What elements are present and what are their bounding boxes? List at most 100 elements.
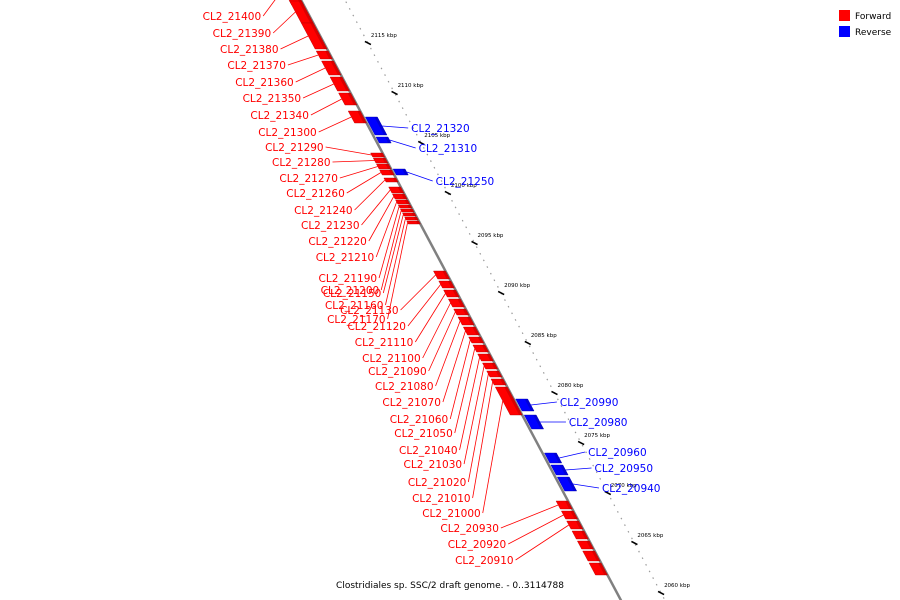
kbp-tick-mark bbox=[551, 390, 558, 396]
gene-shading bbox=[397, 187, 404, 193]
forward-gene bbox=[433, 270, 451, 280]
forward-leader-line bbox=[368, 196, 395, 242]
legend-reverse-label: Reverse bbox=[855, 28, 892, 38]
forward-leader-line bbox=[508, 514, 564, 545]
forward-gene bbox=[448, 298, 465, 308]
forward-gene-label: CL2_21370 bbox=[227, 60, 286, 72]
forward-gene bbox=[338, 92, 358, 106]
forward-gene bbox=[457, 316, 475, 326]
gene-shading bbox=[347, 93, 357, 105]
gene-shading bbox=[500, 379, 507, 385]
gene-shading bbox=[402, 169, 409, 175]
forward-gene-label: CL2_21380 bbox=[220, 44, 279, 56]
forward-gene-label: CL2_21170 bbox=[327, 314, 386, 326]
forward-leader-line bbox=[414, 293, 446, 343]
kbp-tick-label: 2065 kbp bbox=[637, 533, 663, 539]
reverse-gene-label: CL2_20960 bbox=[588, 447, 647, 459]
legend-forward-swatch bbox=[839, 10, 850, 21]
forward-leader-line bbox=[287, 54, 319, 66]
gene-shading bbox=[598, 563, 608, 575]
gene-shading bbox=[374, 117, 387, 135]
forward-leader-line bbox=[280, 35, 309, 50]
kbp-tick-mark bbox=[657, 590, 665, 596]
forward-gene-label: CL2_21390 bbox=[213, 28, 272, 40]
legend-forward-label: Forward bbox=[855, 12, 891, 22]
gene-shading bbox=[385, 137, 392, 143]
forward-leader-line bbox=[382, 214, 404, 294]
gene-shading bbox=[407, 205, 412, 208]
kbp-tick-label: 2085 kbp bbox=[531, 333, 557, 339]
forward-gene-label: CL2_21210 bbox=[316, 252, 375, 264]
gene-shading bbox=[559, 465, 569, 475]
gene-shading bbox=[586, 541, 594, 549]
reverse-gene bbox=[544, 452, 563, 464]
forward-leader-line bbox=[387, 222, 408, 320]
gene-shading bbox=[392, 178, 399, 182]
forward-gene-label: CL2_21220 bbox=[308, 236, 367, 248]
forward-leader-line bbox=[332, 160, 375, 163]
forward-gene bbox=[566, 520, 584, 530]
reverse-leader-line bbox=[559, 451, 586, 459]
forward-gene-label: CL2_21000 bbox=[422, 508, 481, 520]
gene-shading bbox=[310, 23, 328, 49]
gene-shading bbox=[553, 453, 562, 463]
reverse-gene-label: CL2_21320 bbox=[411, 123, 470, 135]
forward-gene bbox=[555, 500, 573, 510]
forward-gene bbox=[443, 289, 460, 298]
reverse-gene-label: CL2_21250 bbox=[436, 176, 495, 188]
forward-leader-line bbox=[375, 201, 398, 258]
gene-shading bbox=[462, 309, 469, 315]
forward-gene-label: CL2_21360 bbox=[235, 77, 294, 89]
forward-gene bbox=[477, 353, 494, 362]
forward-gene-label: CL2_21110 bbox=[355, 337, 414, 349]
gene-shading bbox=[298, 1, 314, 23]
forward-gene-label: CL2_21260 bbox=[286, 188, 345, 200]
gene-shading bbox=[415, 221, 421, 224]
forward-gene bbox=[494, 386, 523, 416]
forward-gene bbox=[472, 344, 489, 353]
forward-gene-label: CL2_21060 bbox=[390, 414, 449, 426]
forward-gene bbox=[438, 280, 455, 289]
forward-leader-line bbox=[325, 146, 372, 156]
forward-gene-label: CL2_21120 bbox=[347, 321, 406, 333]
gene-shading bbox=[452, 290, 460, 297]
gene-shading bbox=[566, 477, 577, 491]
forward-gene-label: CL2_21050 bbox=[394, 428, 453, 440]
kbp-tick-label: 2070 kbp bbox=[611, 483, 637, 489]
gene-shading bbox=[524, 399, 535, 411]
forward-gene-label: CL2_21100 bbox=[362, 353, 421, 365]
forward-leader-line bbox=[400, 274, 436, 311]
forward-gene bbox=[588, 562, 608, 576]
gene-shading bbox=[591, 551, 601, 561]
kbp-tick-label: 2080 kbp bbox=[557, 383, 583, 389]
forward-leader-line bbox=[310, 98, 342, 116]
gene-shading bbox=[413, 217, 419, 220]
forward-gene-label: CL2_21280 bbox=[272, 157, 331, 169]
gene-shading bbox=[379, 153, 385, 157]
legend-reverse-swatch bbox=[839, 26, 850, 37]
forward-gene-label: CL2_21040 bbox=[399, 445, 458, 457]
forward-leader-line bbox=[428, 311, 456, 372]
forward-gene-label: CL2_21080 bbox=[375, 381, 434, 393]
kbp-tick-mark bbox=[417, 140, 425, 146]
kbp-tick-label: 2105 kbp bbox=[424, 133, 450, 139]
forward-gene-label: CL2_21350 bbox=[243, 93, 302, 105]
kbp-tick-mark bbox=[497, 290, 505, 296]
kbp-tick-label: 2115 kbp bbox=[371, 33, 397, 39]
kbp-tick-mark bbox=[391, 90, 398, 96]
forward-gene bbox=[372, 157, 389, 164]
reverse-gene bbox=[556, 476, 578, 492]
forward-gene-label: CL2_21200 bbox=[321, 285, 380, 297]
forward-leader-line bbox=[435, 320, 461, 387]
forward-leader-line bbox=[380, 210, 402, 291]
kbp-tick-label: 2110 kbp bbox=[398, 83, 424, 89]
forward-gene bbox=[321, 60, 342, 76]
gene-shading bbox=[401, 194, 408, 199]
gene-shading bbox=[477, 337, 484, 343]
forward-gene bbox=[329, 76, 350, 92]
reverse-gene-label: CL2_21310 bbox=[419, 143, 478, 155]
reverse-gene-label: CL2_20990 bbox=[560, 397, 619, 409]
forward-leader-line bbox=[361, 189, 391, 226]
reverse-gene-label: CL2_20940 bbox=[602, 483, 661, 495]
reverse-leader-line bbox=[382, 125, 409, 129]
